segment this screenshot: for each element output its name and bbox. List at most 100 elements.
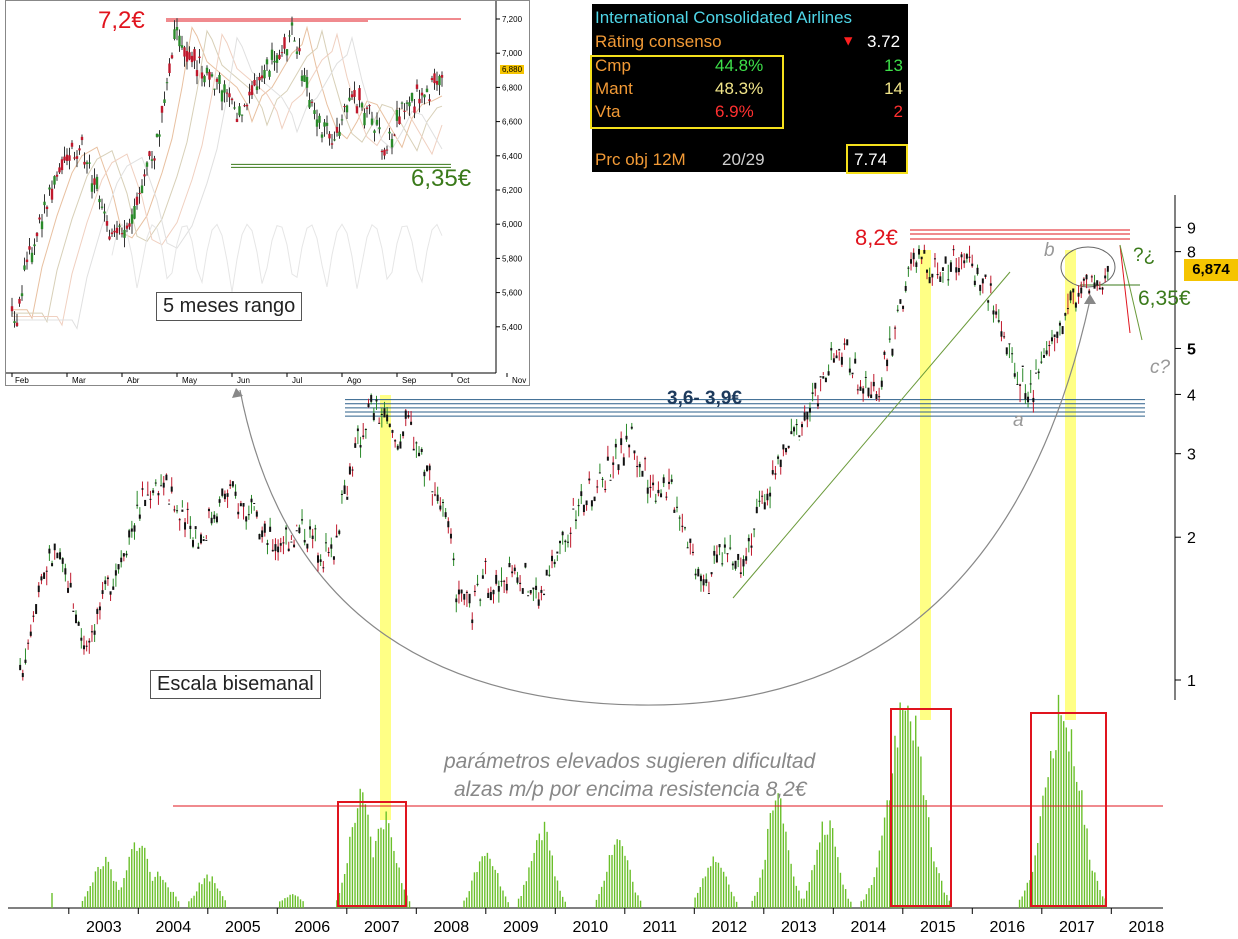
inset-candle-body xyxy=(370,118,374,125)
target-value: 7.74 xyxy=(854,150,888,169)
candle-body xyxy=(186,508,189,510)
range-circle xyxy=(1060,246,1116,288)
candle-body xyxy=(426,465,429,472)
inset-candle-body xyxy=(273,60,276,63)
inset-candle-body xyxy=(208,71,211,80)
inset-candle-body xyxy=(310,101,314,103)
candle-body xyxy=(436,494,439,501)
inset-y-tick-label: 7,200 xyxy=(502,15,523,24)
candle-body xyxy=(295,530,298,532)
candle-body xyxy=(396,445,399,450)
candle-body xyxy=(614,443,617,448)
inset-candle-body xyxy=(368,105,371,107)
candle-body xyxy=(516,577,519,583)
inset-candle-body xyxy=(28,246,31,250)
candle-body xyxy=(229,484,232,486)
candle-body xyxy=(261,530,264,538)
candle-body xyxy=(899,299,902,304)
inset-price-tag: 6,880 xyxy=(500,65,525,74)
candle-body xyxy=(21,673,24,678)
candle-body xyxy=(989,283,992,286)
candle-body xyxy=(487,592,490,599)
inset-candle-body xyxy=(358,88,361,101)
candle-body xyxy=(681,525,684,527)
inset-candle-body xyxy=(115,227,119,234)
candle-body xyxy=(420,449,423,453)
arrow-head-icon xyxy=(1084,294,1096,304)
highlight-bar xyxy=(380,395,391,820)
inset-candle-body xyxy=(375,119,379,125)
candle-body xyxy=(253,502,256,504)
inset-candle-body xyxy=(53,176,56,185)
candle-body xyxy=(112,586,115,590)
rating-title: International Consolidated Airlines xyxy=(595,8,853,27)
candle-body xyxy=(367,403,370,408)
inset-candle-body xyxy=(200,72,204,79)
candle-body xyxy=(923,249,926,254)
candle-body xyxy=(460,589,463,594)
candle-body xyxy=(455,598,458,603)
volume-box-2017 xyxy=(1030,712,1107,907)
candle-body xyxy=(1040,361,1043,363)
candle-body xyxy=(1011,353,1014,355)
candle-body xyxy=(947,279,950,281)
candle-body xyxy=(293,544,296,548)
candle-body xyxy=(548,574,551,576)
inset-y-tick-label: 6,600 xyxy=(502,118,523,127)
x-tick-label-2017: 2017 xyxy=(1059,919,1095,936)
resistance-label-main: 8,2€ xyxy=(855,225,898,250)
candle-body xyxy=(771,470,774,475)
inset-candle-body xyxy=(90,183,94,192)
candle-body xyxy=(428,465,431,471)
candle-body xyxy=(314,528,317,530)
inset-candle-body xyxy=(173,29,176,39)
uptrend-line xyxy=(732,271,1011,599)
candle-body xyxy=(348,466,351,475)
inset-y-tick-label: 5,600 xyxy=(502,289,523,298)
inset-candle-body xyxy=(423,94,426,98)
candle-body xyxy=(221,488,224,496)
inset-candle-body xyxy=(205,67,209,74)
inset-candle-body xyxy=(138,193,141,195)
candle-body xyxy=(176,510,179,512)
inset-candle-body xyxy=(350,94,354,98)
candle-body xyxy=(590,500,593,507)
inset-candle-body xyxy=(223,84,226,93)
inset-candle-body xyxy=(78,148,81,151)
inset-candle-body xyxy=(318,115,321,123)
candle-body xyxy=(59,552,62,560)
candle-body xyxy=(412,448,415,451)
inset-candle-body xyxy=(333,139,336,141)
inset-chart-panel: 7,200 7,000 6,800 6,600 6,400 6,200 6,000 5,800… xyxy=(5,0,530,386)
inset-candle-body xyxy=(88,162,91,164)
candle-body xyxy=(199,534,202,544)
inset-candle-body xyxy=(35,232,39,237)
candle-body xyxy=(1016,383,1019,385)
candle-body xyxy=(338,530,341,534)
target-label: Prc obj 12M xyxy=(595,150,686,169)
candle-body xyxy=(731,563,734,566)
inset-candle-body xyxy=(195,70,199,77)
x-tick-label-2014: 2014 xyxy=(851,919,887,936)
candle-body xyxy=(662,477,665,484)
candle-body xyxy=(43,572,46,579)
inset-x-tick-label: May xyxy=(182,376,197,385)
candle-body xyxy=(886,359,889,367)
candle-body xyxy=(870,394,873,399)
inset-candle-body xyxy=(340,119,344,121)
candle-body xyxy=(287,548,290,552)
candle-body xyxy=(933,258,936,260)
candle-body xyxy=(739,572,742,574)
candle-body xyxy=(194,526,197,530)
candle-body xyxy=(553,561,556,565)
x-tick-label-2009: 2009 xyxy=(503,919,539,936)
inset-candle-body xyxy=(395,109,399,121)
inset-candle-body xyxy=(413,106,416,113)
inset-candle-body xyxy=(103,211,106,214)
candle-body xyxy=(1104,275,1107,279)
candle-body xyxy=(585,500,588,506)
inset-candle-body xyxy=(380,150,384,153)
candle-body xyxy=(468,593,471,604)
candle-body xyxy=(973,280,976,285)
inset-candle-body xyxy=(220,90,224,102)
